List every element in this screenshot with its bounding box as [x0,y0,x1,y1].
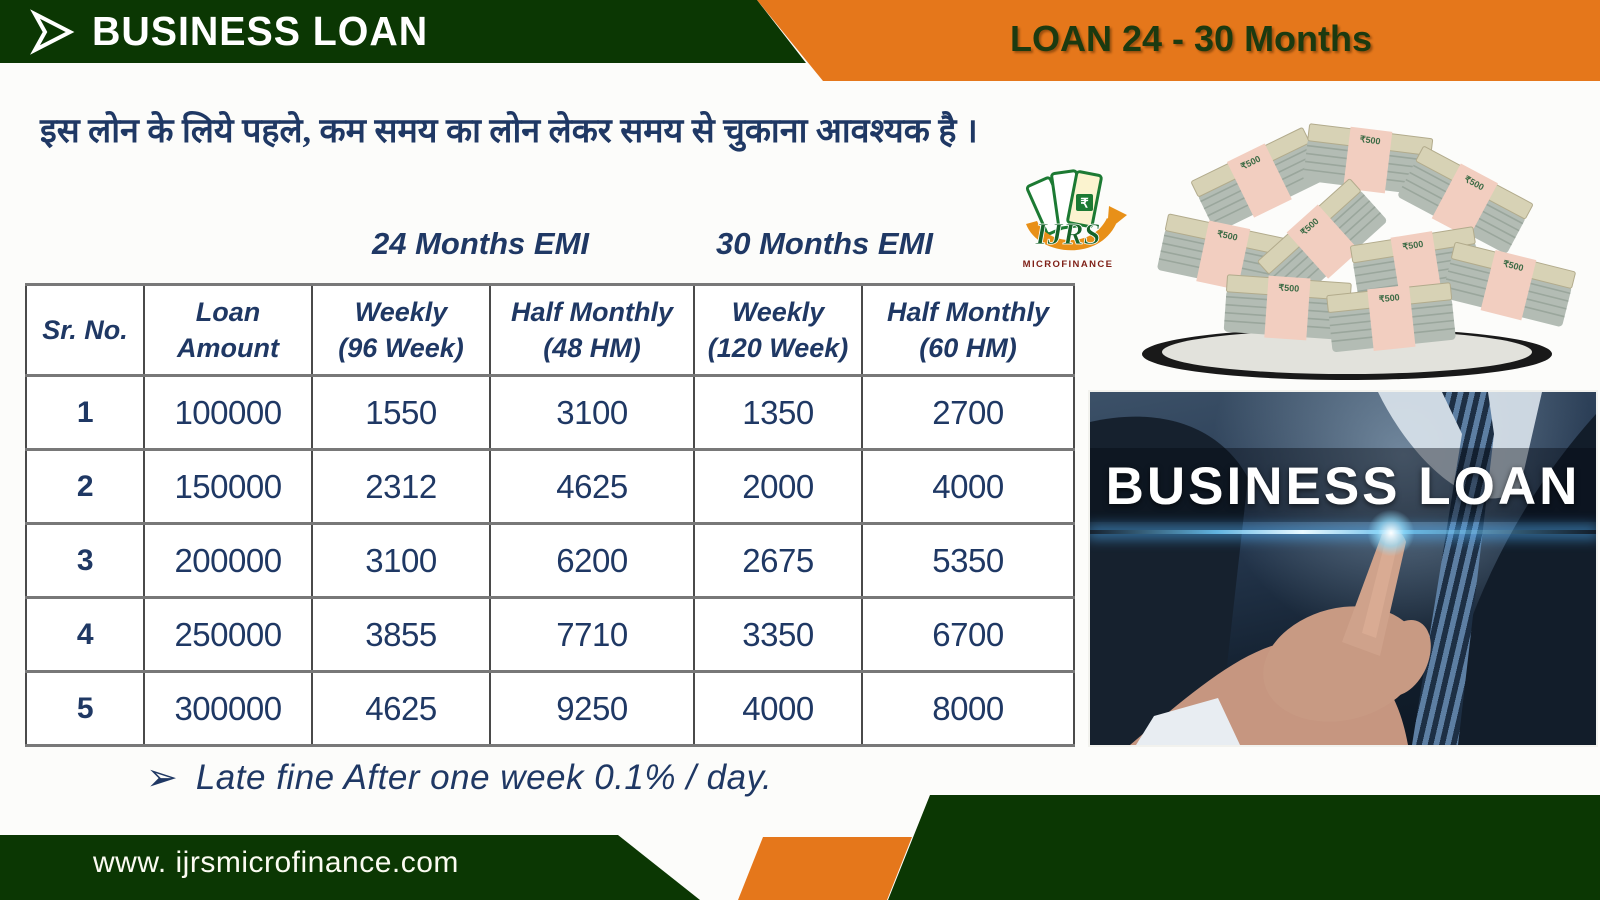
table-cell: 4000 [861,448,1075,525]
table-cell: 9250 [489,670,695,747]
business-loan-photo: BUSINESS LOAN [1090,392,1596,745]
table-cell: 2000 [693,448,863,525]
page-title: BUSINESS LOAN [92,8,429,54]
table-cell: 5 [25,670,145,747]
column-header: Weekly (120 Week) [693,283,863,377]
emi-table-header-row: Sr. No. Loan Amount Weekly (96 Week) Half M… [25,283,1075,377]
table-cell: 1550 [311,374,491,451]
table-cell: 2 [25,448,145,525]
table-row: 3 200000 3100 6200 2675 5350 [25,522,1075,599]
table-cell: 100000 [143,374,313,451]
emi-24-months-label: 24 Months EMI [372,226,590,261]
table-cell: 1 [25,374,145,451]
table-cell: 5350 [861,522,1075,599]
table-cell: 6200 [489,522,695,599]
intro-text-hindi: इस लोन के लिये पहले, कम समय का लोन लेकर … [40,113,978,150]
top-left-banner: BUSINESS LOAN [0,0,806,63]
footer-left-banner [0,835,700,900]
table-cell: 2312 [311,448,491,525]
table-cell: 2700 [861,374,1075,451]
column-header: Sr. No. [25,283,145,377]
table-row: 5 300000 4625 9250 4000 8000 [25,670,1075,747]
website-url: www. ijrsmicrofinance.com [93,846,459,879]
table-cell: 4 [25,596,145,673]
table-cell: 6700 [861,596,1075,673]
table-row: 4 250000 3855 7710 3350 6700 [25,596,1075,673]
glow-flare [1368,510,1414,556]
money-stacks-photo: ₹500 [1142,120,1577,380]
late-fine-note: ➢ Late fine After one week 0.1% / day. [146,758,772,798]
table-cell: 2675 [693,522,863,599]
photo-caption: BUSINESS LOAN [1105,457,1581,516]
rupee-symbol: ₹ [1080,196,1089,211]
glow-line [1090,530,1596,534]
table-cell: 200000 [143,522,313,599]
table-cell: 3350 [693,596,863,673]
table-cell: 300000 [143,670,313,747]
emi-table-body: 1 100000 1550 3100 1350 2700 2 150000 2312 4625 20… [25,374,1075,747]
emi-30-months-label: 30 Months EMI [716,226,934,261]
table-cell: 1350 [693,374,863,451]
column-header: Half Monthly (48 HM) [489,283,695,377]
table-cell: 4000 [693,670,863,747]
table-cell: 3855 [311,596,491,673]
arrow-icon [30,8,75,55]
table-cell: 8000 [861,670,1075,747]
ijrs-microfinance-logo: ₹ IJRS MICROFINANCE [1023,169,1127,270]
table-row: 1 100000 1550 3100 1350 2700 [25,374,1075,451]
column-header: Half Monthly (60 HM) [861,283,1075,377]
table-row: 2 150000 2312 4625 2000 4000 [25,448,1075,525]
logo-subtitle: MICROFINANCE [1023,259,1114,270]
table-cell: 3100 [489,374,695,451]
table-cell: 250000 [143,596,313,673]
table-cell: 3100 [311,522,491,599]
photo-title-band [1090,448,1596,522]
emi-table: Sr. No. Loan Amount Weekly (96 Week) Half M… [25,283,1075,747]
column-header: Loan Amount [143,283,313,377]
footer-orange-shape [738,837,912,900]
arrow-bullet-icon: ➢ [146,757,178,799]
table-cell: 150000 [143,448,313,525]
businessman-illustration [1090,392,1596,745]
table-cell: 7710 [489,596,695,673]
loan-term-title: LOAN 24 - 30 Months [1010,18,1373,59]
column-header: Weekly (96 Week) [311,283,491,377]
table-cell: 4625 [489,448,695,525]
footer-right-banner [888,795,1600,900]
logo-title: IJRS [1034,216,1100,251]
table-cell: 3 [25,522,145,599]
top-right-banner [757,0,1600,81]
table-cell: 4625 [311,670,491,747]
late-fine-text: Late fine After one week 0.1% / day. [195,758,773,797]
